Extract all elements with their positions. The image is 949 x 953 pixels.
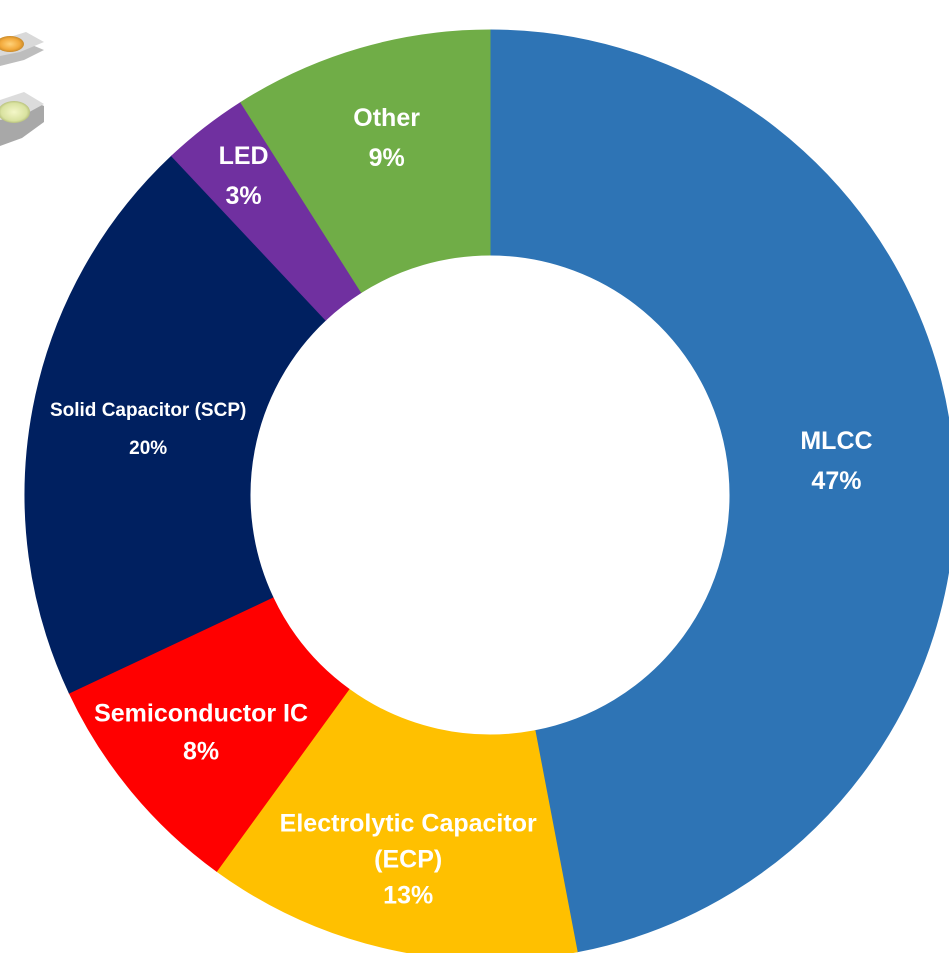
- value-label-electrolytic-capacitor-ecp: 13%: [383, 882, 433, 910]
- donut-slices: [24, 29, 949, 953]
- category-label-mlcc: MLCC: [800, 427, 872, 455]
- slice-mlcc: [489, 29, 949, 953]
- value-label-mlcc: 47%: [811, 467, 861, 495]
- category-label-electrolytic-capacitor-ecp: (ECP): [374, 846, 442, 874]
- slice-electrolytic-capacitor-ecp: [215, 688, 578, 953]
- led-component-image: [0, 32, 44, 146]
- category-label-semiconductor-ic: Semiconductor IC: [94, 700, 308, 728]
- value-label-solid-capacitor-scp: 20%: [129, 438, 167, 459]
- slice-solid-capacitor-scp: [24, 155, 327, 694]
- value-label-semiconductor-ic: 8%: [183, 738, 219, 766]
- category-label-led: LED: [219, 142, 269, 170]
- category-label-electrolytic-capacitor-ecp: Electrolytic Capacitor: [280, 810, 537, 838]
- slice-other: [240, 29, 491, 294]
- value-label-other: 9%: [369, 144, 405, 172]
- slice-labels: MLCC 47% Electrolytic Capacitor (ECP) 13% Sem…: [50, 104, 873, 910]
- value-label-led: 3%: [226, 182, 262, 210]
- category-label-other: Other: [353, 104, 420, 132]
- category-label-solid-capacitor-scp: Solid Capacitor (SCP): [50, 400, 246, 421]
